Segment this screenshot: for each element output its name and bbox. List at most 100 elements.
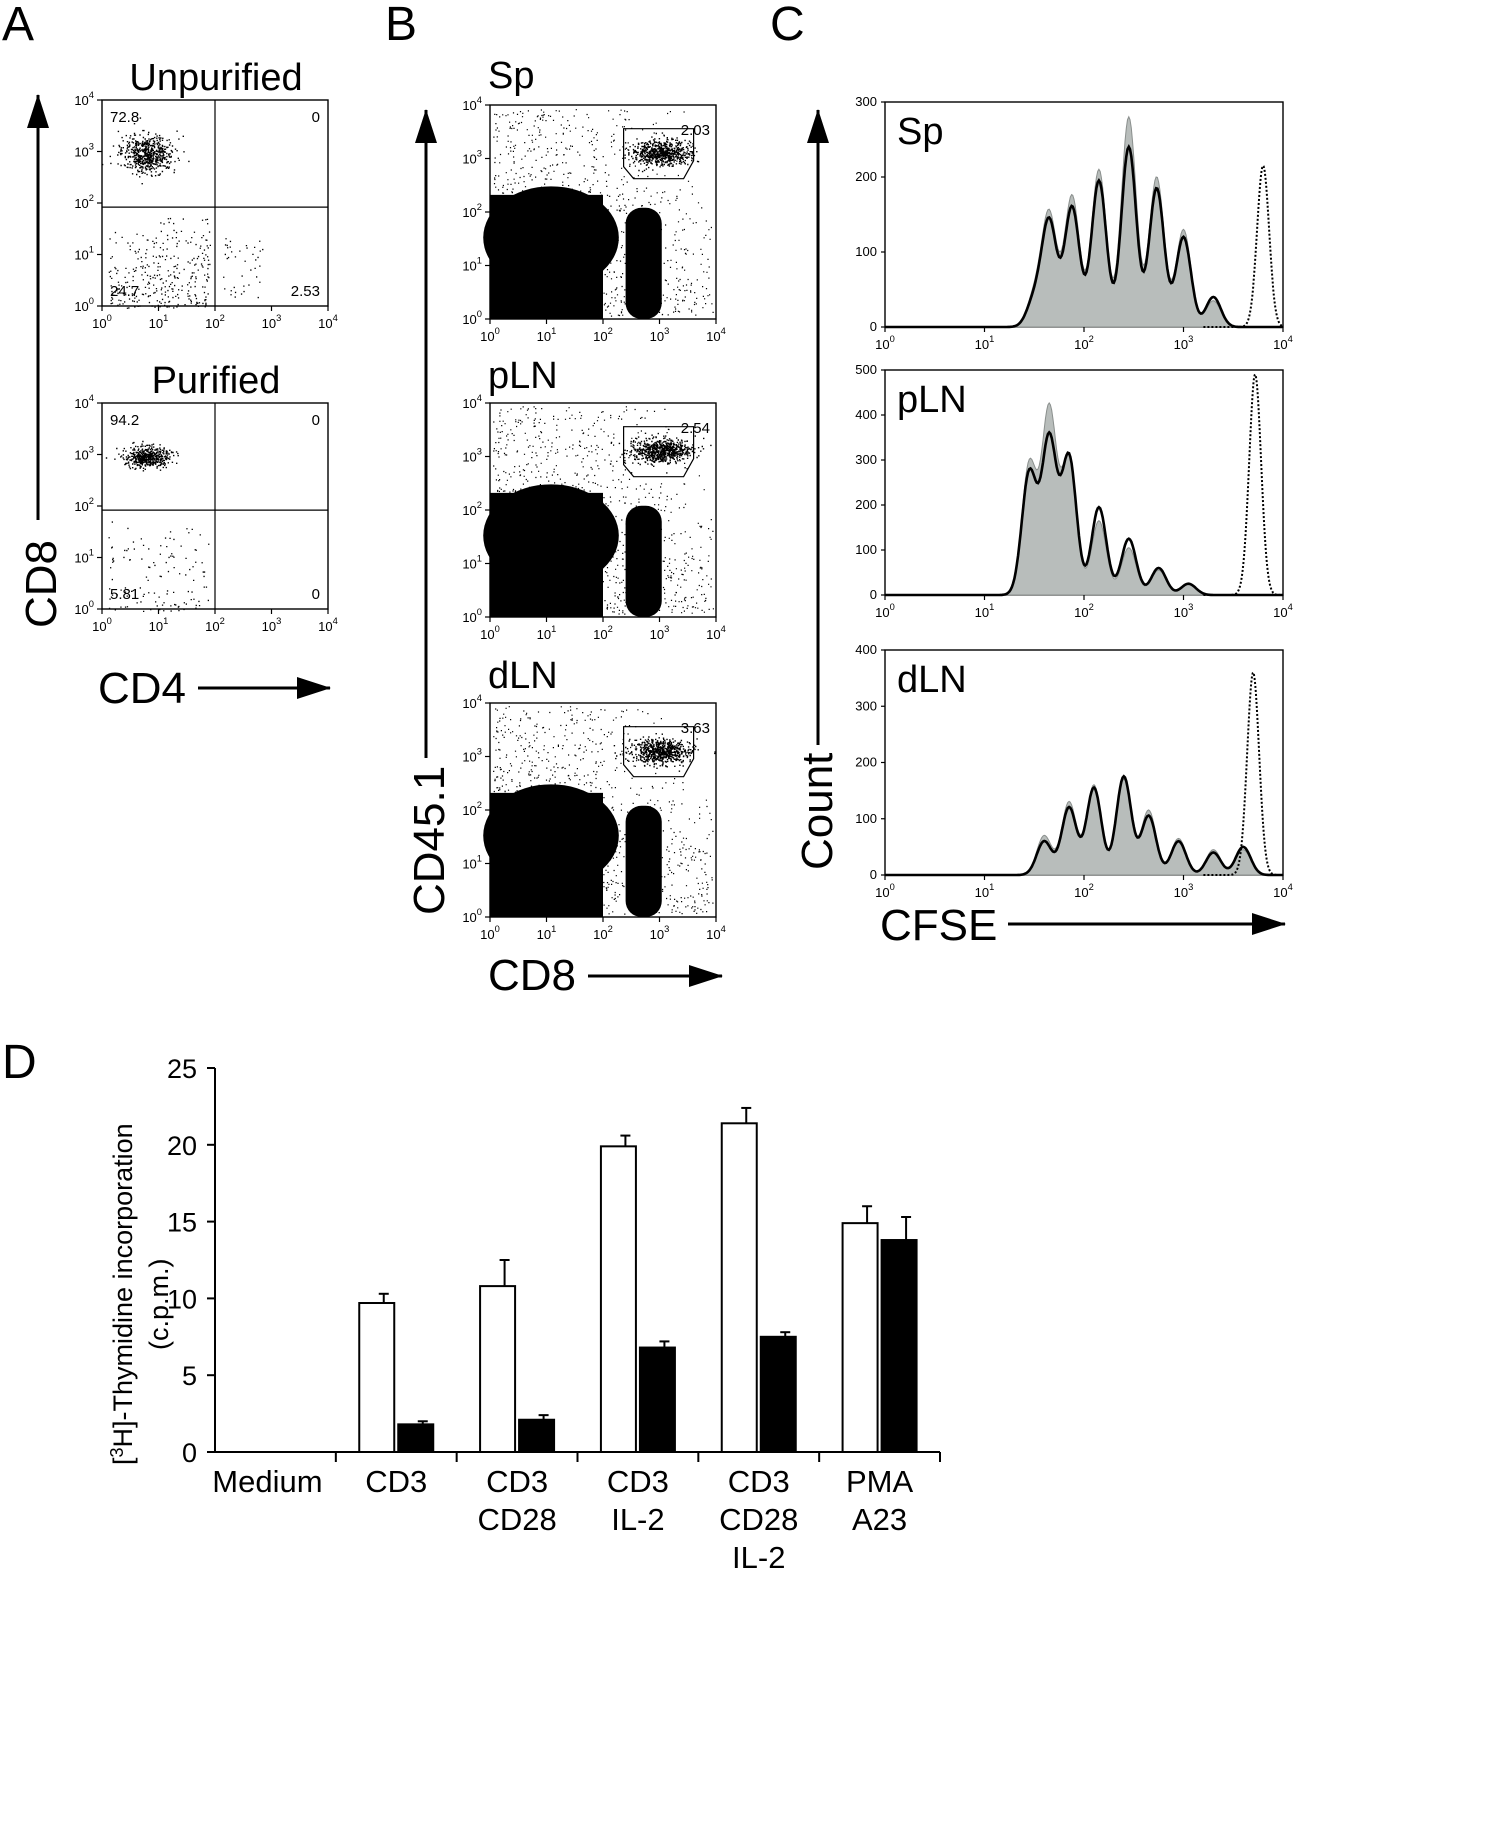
panel-b-1-xtick-label-0: 100	[480, 624, 500, 642]
panel-a-1-ytick-label-2-base: 10	[74, 499, 88, 514]
panel-c-xtick-label-2-1-base: 10	[975, 885, 989, 900]
panel-b-0-xtick-label-2-exp: 2	[608, 326, 613, 336]
panel-b-0-ytick-label-1: 101	[462, 256, 482, 274]
panel-b-2-xtick-label-4-base: 10	[706, 927, 720, 942]
panel-b-0-xtick-label-2: 102	[593, 326, 613, 344]
panel-b-0-xtick-label-4-base: 10	[706, 329, 720, 344]
panel-c-xtick-label-2-0-exp: 0	[890, 882, 895, 892]
panel-a-0-ytick-label-4-exp: 4	[89, 90, 94, 100]
panel-c-ytick-label-2-1: 100	[855, 811, 877, 826]
panel-a-0-ytick-label-0-base: 10	[74, 299, 88, 314]
panel-a-0-xtick-label-1-exp: 1	[163, 313, 168, 323]
panel-b-gate-percent-0: 2.03	[681, 122, 710, 139]
panel-b-1-ytick-label-0-base: 10	[462, 610, 476, 625]
panel-a-0-ytick-label-1-base: 10	[74, 248, 88, 263]
panel-b-scatter-2	[493, 706, 714, 916]
panel-a-1-xtick-label-1-base: 10	[149, 619, 163, 634]
panel-b-1-xtick-label-4: 104	[706, 624, 726, 642]
panel-c-ytick-label-1-5: 500	[855, 362, 877, 377]
panel-b-1-ytick-label-1: 101	[462, 554, 482, 572]
panel-b-1-xtick-label-4-exp: 4	[721, 624, 726, 634]
panel-b-1-ytick-label-2-exp: 2	[477, 500, 482, 510]
panel-a-1-ytick-label-0-exp: 0	[89, 599, 94, 609]
panel-a-0-xtick-label-4-base: 10	[318, 316, 332, 331]
panel-b-0-xtick-label-3-exp: 3	[664, 326, 669, 336]
panel-a-0-xtick-label-1: 101	[149, 313, 169, 331]
panel-a-0-ytick-label-4: 104	[74, 90, 94, 108]
panel-d-ytick-label-1: 5	[182, 1361, 197, 1391]
panel-a-0-xtick-label-3: 103	[262, 313, 282, 331]
panel-d-ytick-label-5: 25	[167, 1054, 197, 1084]
panel-b-1-ytick-label-3: 103	[462, 447, 482, 465]
panel-b-1-xtick-label-2-base: 10	[593, 627, 607, 642]
panel-b-2-ytick-label-4-exp: 4	[477, 693, 482, 703]
panel-a-quad-lr-1: 0	[312, 586, 320, 603]
panel-c-plot-title-2: dLN	[897, 659, 967, 701]
panel-a-quad-ur-0: 0	[312, 109, 320, 126]
panel-c-ytick-label-2-0: 0	[870, 867, 877, 882]
panel-b-1-ytick-label-4-exp: 4	[477, 393, 482, 403]
panel-c-xtick-label-1-2: 102	[1074, 602, 1094, 620]
panel-d-category-label-3-1: IL-2	[611, 1502, 664, 1537]
panel-b-0-xtick-label-3: 103	[650, 326, 670, 344]
panel-c-ytick-label-1-2: 200	[855, 497, 877, 512]
panel-b-2-ytick-label-3-base: 10	[462, 750, 476, 765]
panel-d-y-axis-label-sup: 3	[107, 1447, 127, 1457]
panel-c-xtick-label-2-0: 100	[875, 882, 895, 900]
panel-b-2-xtick-label-3-exp: 3	[664, 924, 669, 934]
panel-c-ytick-label-2-2: 200	[855, 755, 877, 770]
panel-a-1-xtick-label-0-exp: 0	[107, 616, 112, 626]
panel-a-1-ytick-label-0-base: 10	[74, 602, 88, 617]
panel-d-bar-filled-3	[638, 1346, 676, 1453]
panel-a-1-xtick-label-3-base: 10	[262, 619, 276, 634]
panel-d-bar-filled-4	[759, 1335, 797, 1454]
panel-c-ytick-label-2-3: 300	[855, 698, 877, 713]
panel-a-1-ytick-label-0: 100	[74, 599, 94, 617]
panel-b-0-ytick-label-3-base: 10	[462, 152, 476, 167]
panel-a-quad-ul-0: 72.8	[110, 109, 139, 126]
panel-c-xtick-label-0-1: 101	[975, 334, 995, 352]
panel-b-plot2-title: pLN	[488, 355, 558, 397]
panel-a-1-xtick-label-1: 101	[149, 616, 169, 634]
panel-a-1-xtick-label-4: 104	[318, 616, 338, 634]
panel-a-1-ytick-label-1-base: 10	[74, 551, 88, 566]
panel-c-xtick-label-2-0-base: 10	[875, 885, 889, 900]
panel-b-2-ytick-label-2: 102	[462, 800, 482, 818]
panel-a-1-xtick-label-4-exp: 4	[333, 616, 338, 626]
panel-c-ytick-label-0-1: 100	[855, 244, 877, 259]
panel-b-2-xtick-label-4: 104	[706, 924, 726, 942]
panel-c-ytick-label-1-0: 0	[870, 587, 877, 602]
panel-b-2-ytick-label-2-exp: 2	[477, 800, 482, 810]
panel-b-blob-cd8-0	[625, 207, 662, 319]
panel-b-gate-cluster-1	[609, 432, 712, 474]
panel-a-0-xtick-label-3-exp: 3	[276, 313, 281, 323]
panel-a-0-ytick-label-1-exp: 1	[89, 245, 94, 255]
panel-c-ytick-label-2-4: 400	[855, 642, 877, 657]
panel-c-ytick-label-1-3: 300	[855, 452, 877, 467]
panel-b-blob-cd8-2	[625, 805, 662, 917]
panel-a-0-ytick-label-3: 103	[74, 142, 94, 160]
panel-d-category-label-4-2: IL-2	[732, 1540, 785, 1575]
panel-b-1-ytick-label-4: 104	[462, 393, 482, 411]
panel-a-dots-0	[101, 117, 264, 309]
panel-b-1-xtick-label-0-base: 10	[480, 627, 494, 642]
panel-d-ytick-label-3: 15	[167, 1208, 197, 1238]
panel-b-2-ytick-label-4-base: 10	[462, 696, 476, 711]
panel-b-0-xtick-label-1-base: 10	[537, 329, 551, 344]
panel-d-category-label-4-0: CD3	[728, 1464, 790, 1499]
panel-c-y-axis-label: Count	[793, 753, 842, 870]
panel-b-0-xtick-label-4: 104	[706, 326, 726, 344]
panel-a-0-xtick-label-0-exp: 0	[107, 313, 112, 323]
panel-b-2-xtick-label-0: 100	[480, 924, 500, 942]
panel-c-dotted-series-1	[1203, 372, 1283, 596]
panel-b-gate-1	[623, 426, 695, 478]
panel-c-xtick-label-0-4: 104	[1273, 334, 1293, 352]
panel-letter-a: A	[2, 0, 34, 51]
panel-a-quad-lr-0: 2.53	[291, 283, 320, 300]
panel-a-0-xtick-label-2-base: 10	[205, 316, 219, 331]
panel-b-blob-cd8-1	[625, 505, 662, 617]
panel-a-1-ytick-label-1: 101	[74, 548, 94, 566]
